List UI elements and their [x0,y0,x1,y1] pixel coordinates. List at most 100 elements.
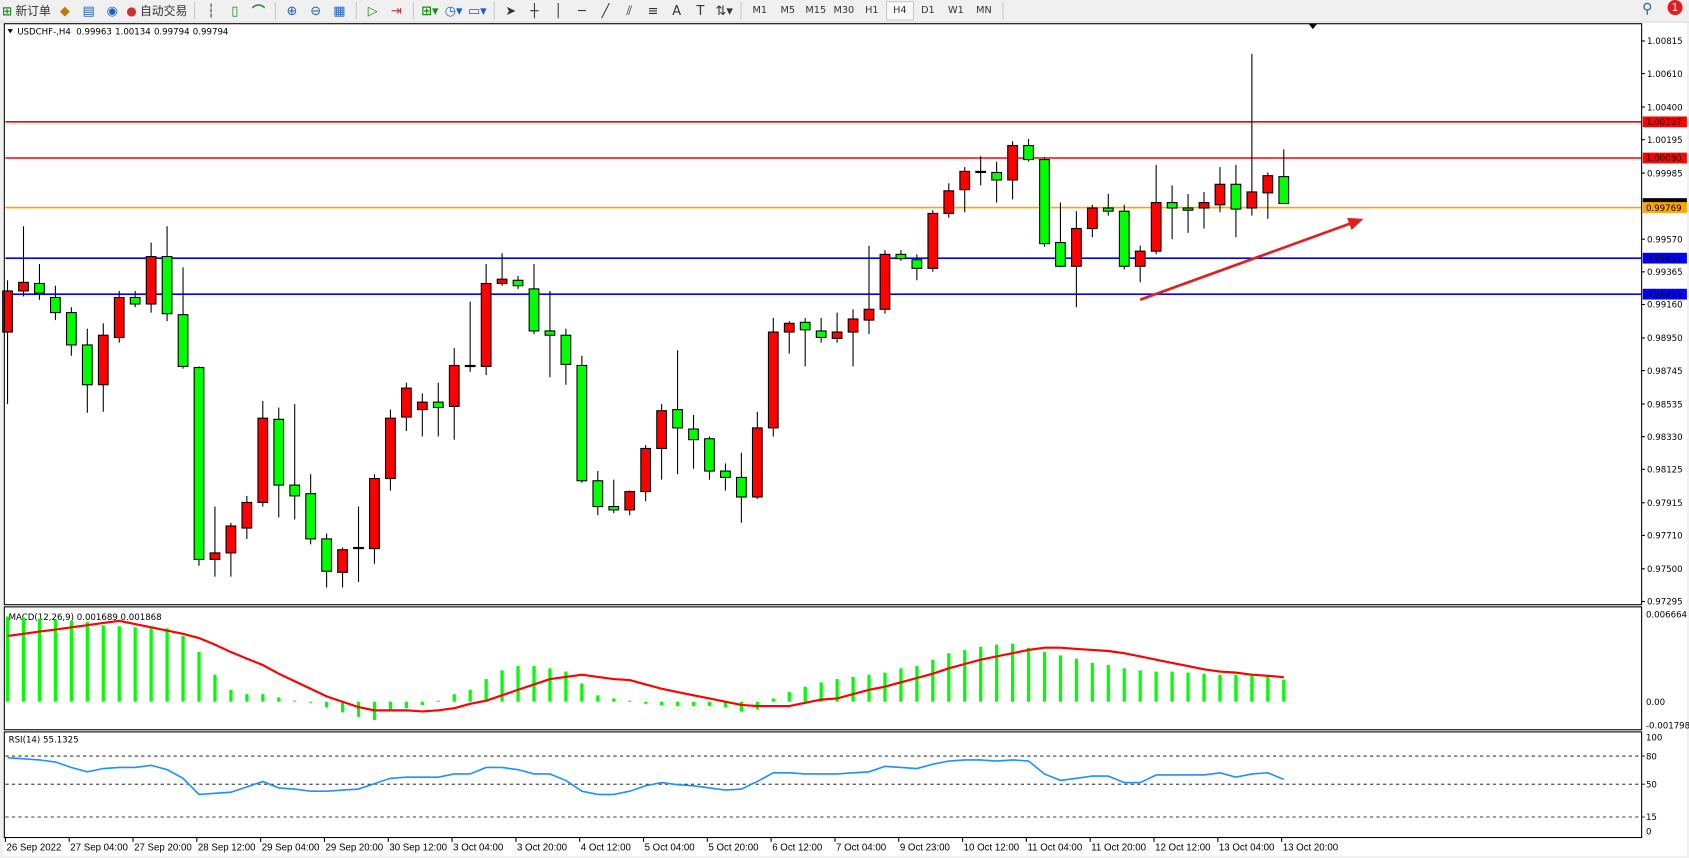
line-chart-button[interactable]: ⌒ [247,1,271,20]
timeframe-w1[interactable]: W1 [948,5,964,17]
crosshair-button[interactable]: ┼ [523,1,547,20]
time-tick-label: 11 Oct 04:00 [1027,842,1082,853]
templates-button[interactable]: ▭▾ [465,1,489,20]
bearish-candle-body [1230,183,1242,210]
fibonacci-button[interactable]: ≡ [641,1,665,20]
bullish-candle-body [943,190,955,214]
new-order-button[interactable]: ⊞ 新订单 [0,1,53,20]
text-label-button[interactable]: T [689,1,713,20]
auto-scroll-button[interactable]: ▷ [361,1,385,20]
cursor-button[interactable]: ➤ [499,1,523,20]
timeframe-m30[interactable]: M30 [833,5,855,17]
macd-histogram-bar [691,701,696,707]
bar-chart-button[interactable]: ┆ [199,1,223,20]
timeframe-m1[interactable]: M1 [752,5,768,17]
candle [1023,139,1034,162]
price-tick-label: 0.97710 [1647,532,1683,542]
bullish-candle-body [369,477,380,550]
time-tick-label: 11 Oct 20:00 [1091,842,1146,853]
macd-histogram-bar [133,627,137,702]
candle [337,547,348,588]
candle [959,167,971,213]
market-watch-button[interactable]: ◆ [53,1,77,20]
data-window-icon: ▤ [82,3,95,19]
macd-histogram-bar [899,668,903,702]
candle [369,474,380,564]
macd-histogram-bar [1282,679,1286,702]
equidistant-channel-button[interactable]: ⫽ [617,1,641,20]
navigator-button[interactable]: ▤ [77,1,101,20]
search-icon[interactable]: ⚲ [1642,1,1653,18]
bearish-candle-body [720,470,731,478]
indicators-button[interactable]: ⊞▾ [418,1,442,20]
bullish-candle-body [209,552,221,560]
chart-menu-triangle-icon[interactable] [7,29,13,34]
price-tick-label: 0.97295 [1647,598,1683,608]
candle [1071,211,1082,308]
price-tick-label: 0.98125 [1647,466,1683,476]
macd-histogram-bar [596,695,600,702]
trend-arrow-line [1139,221,1354,301]
chart-shift-marker-icon[interactable] [1308,23,1318,30]
signals-button[interactable]: ◉ [100,1,124,20]
time-tick-label: 27 Sep 20:00 [134,842,192,853]
auto-trading-icon: ● [126,3,137,18]
trendline-button[interactable]: ╱ [594,1,618,20]
macd-histogram-bar [995,644,999,702]
macd-histogram-bar [388,701,393,712]
macd-histogram-bar [101,625,105,702]
open-value: 0.99963 [76,27,112,37]
candle [783,321,795,354]
macd-histogram-bar [1250,674,1254,702]
macd-histogram-bar [452,694,456,702]
notification-badge[interactable]: 1 [1667,0,1683,16]
bearish-candle-body [50,296,61,314]
timeframe-m15[interactable]: M15 [805,5,827,17]
macd-histogram-bar [548,668,552,702]
bullish-candle-body [145,256,157,305]
candle [1198,191,1210,229]
candle [97,323,109,412]
timeframe-h1[interactable]: H1 [865,5,879,17]
bullish-candle-body [879,253,891,310]
macd-tick-label: -0.001798 [1646,722,1689,732]
price-tick-label: 1.00815 [1647,37,1683,47]
price-label-bg [1642,252,1687,264]
horizontal-line-button[interactable]: ─ [570,1,594,20]
macd-histogram-bar [851,676,855,702]
rsi-line [7,756,1285,796]
rsi-tick-label: 15 [1646,813,1657,823]
candle [65,307,77,356]
timeframe-mn[interactable]: MN [976,5,992,17]
chart-shift-button[interactable]: ⇥ [385,1,409,20]
candle [81,328,93,413]
zoom-out-button[interactable]: ⊖ [304,1,328,20]
time-tick-label: 9 Oct 23:00 [900,842,951,853]
candlestick-button[interactable]: ▯ [223,1,247,20]
bullish-candle-body [241,501,253,529]
candle [879,250,891,314]
vertical-line-button[interactable]: │ [546,1,570,20]
bearish-candle-body [129,296,141,305]
price-label-resistance: 1.00307 [1646,118,1682,128]
timeframe-d1[interactable]: D1 [921,5,935,17]
candle [34,264,45,300]
candle [1278,149,1290,205]
periods-button[interactable]: ◷▾ [442,1,466,20]
arrows-button[interactable]: ⇅▾ [712,1,736,20]
zoom-in-button[interactable]: ⊕ [280,1,304,20]
candle [385,409,396,491]
bearish-candle-body [353,546,364,550]
tile-windows-button[interactable]: ▦ [327,1,351,20]
macd-pane-frame [3,606,1643,731]
timeframe-m5[interactable]: M5 [780,5,796,17]
text-button[interactable]: A [665,1,689,20]
trend-arrow-head-icon [1347,217,1364,231]
price-label-support: 0.99225 [1646,290,1682,300]
timeframe-h4[interactable]: H4 [885,1,914,21]
time-tick-label: 4 Oct 12:00 [581,842,632,853]
price-label-resistance: 1.00080 [1646,154,1682,164]
auto-trading-button[interactable]: ● 自动交易 [124,1,189,20]
candle [895,250,907,261]
